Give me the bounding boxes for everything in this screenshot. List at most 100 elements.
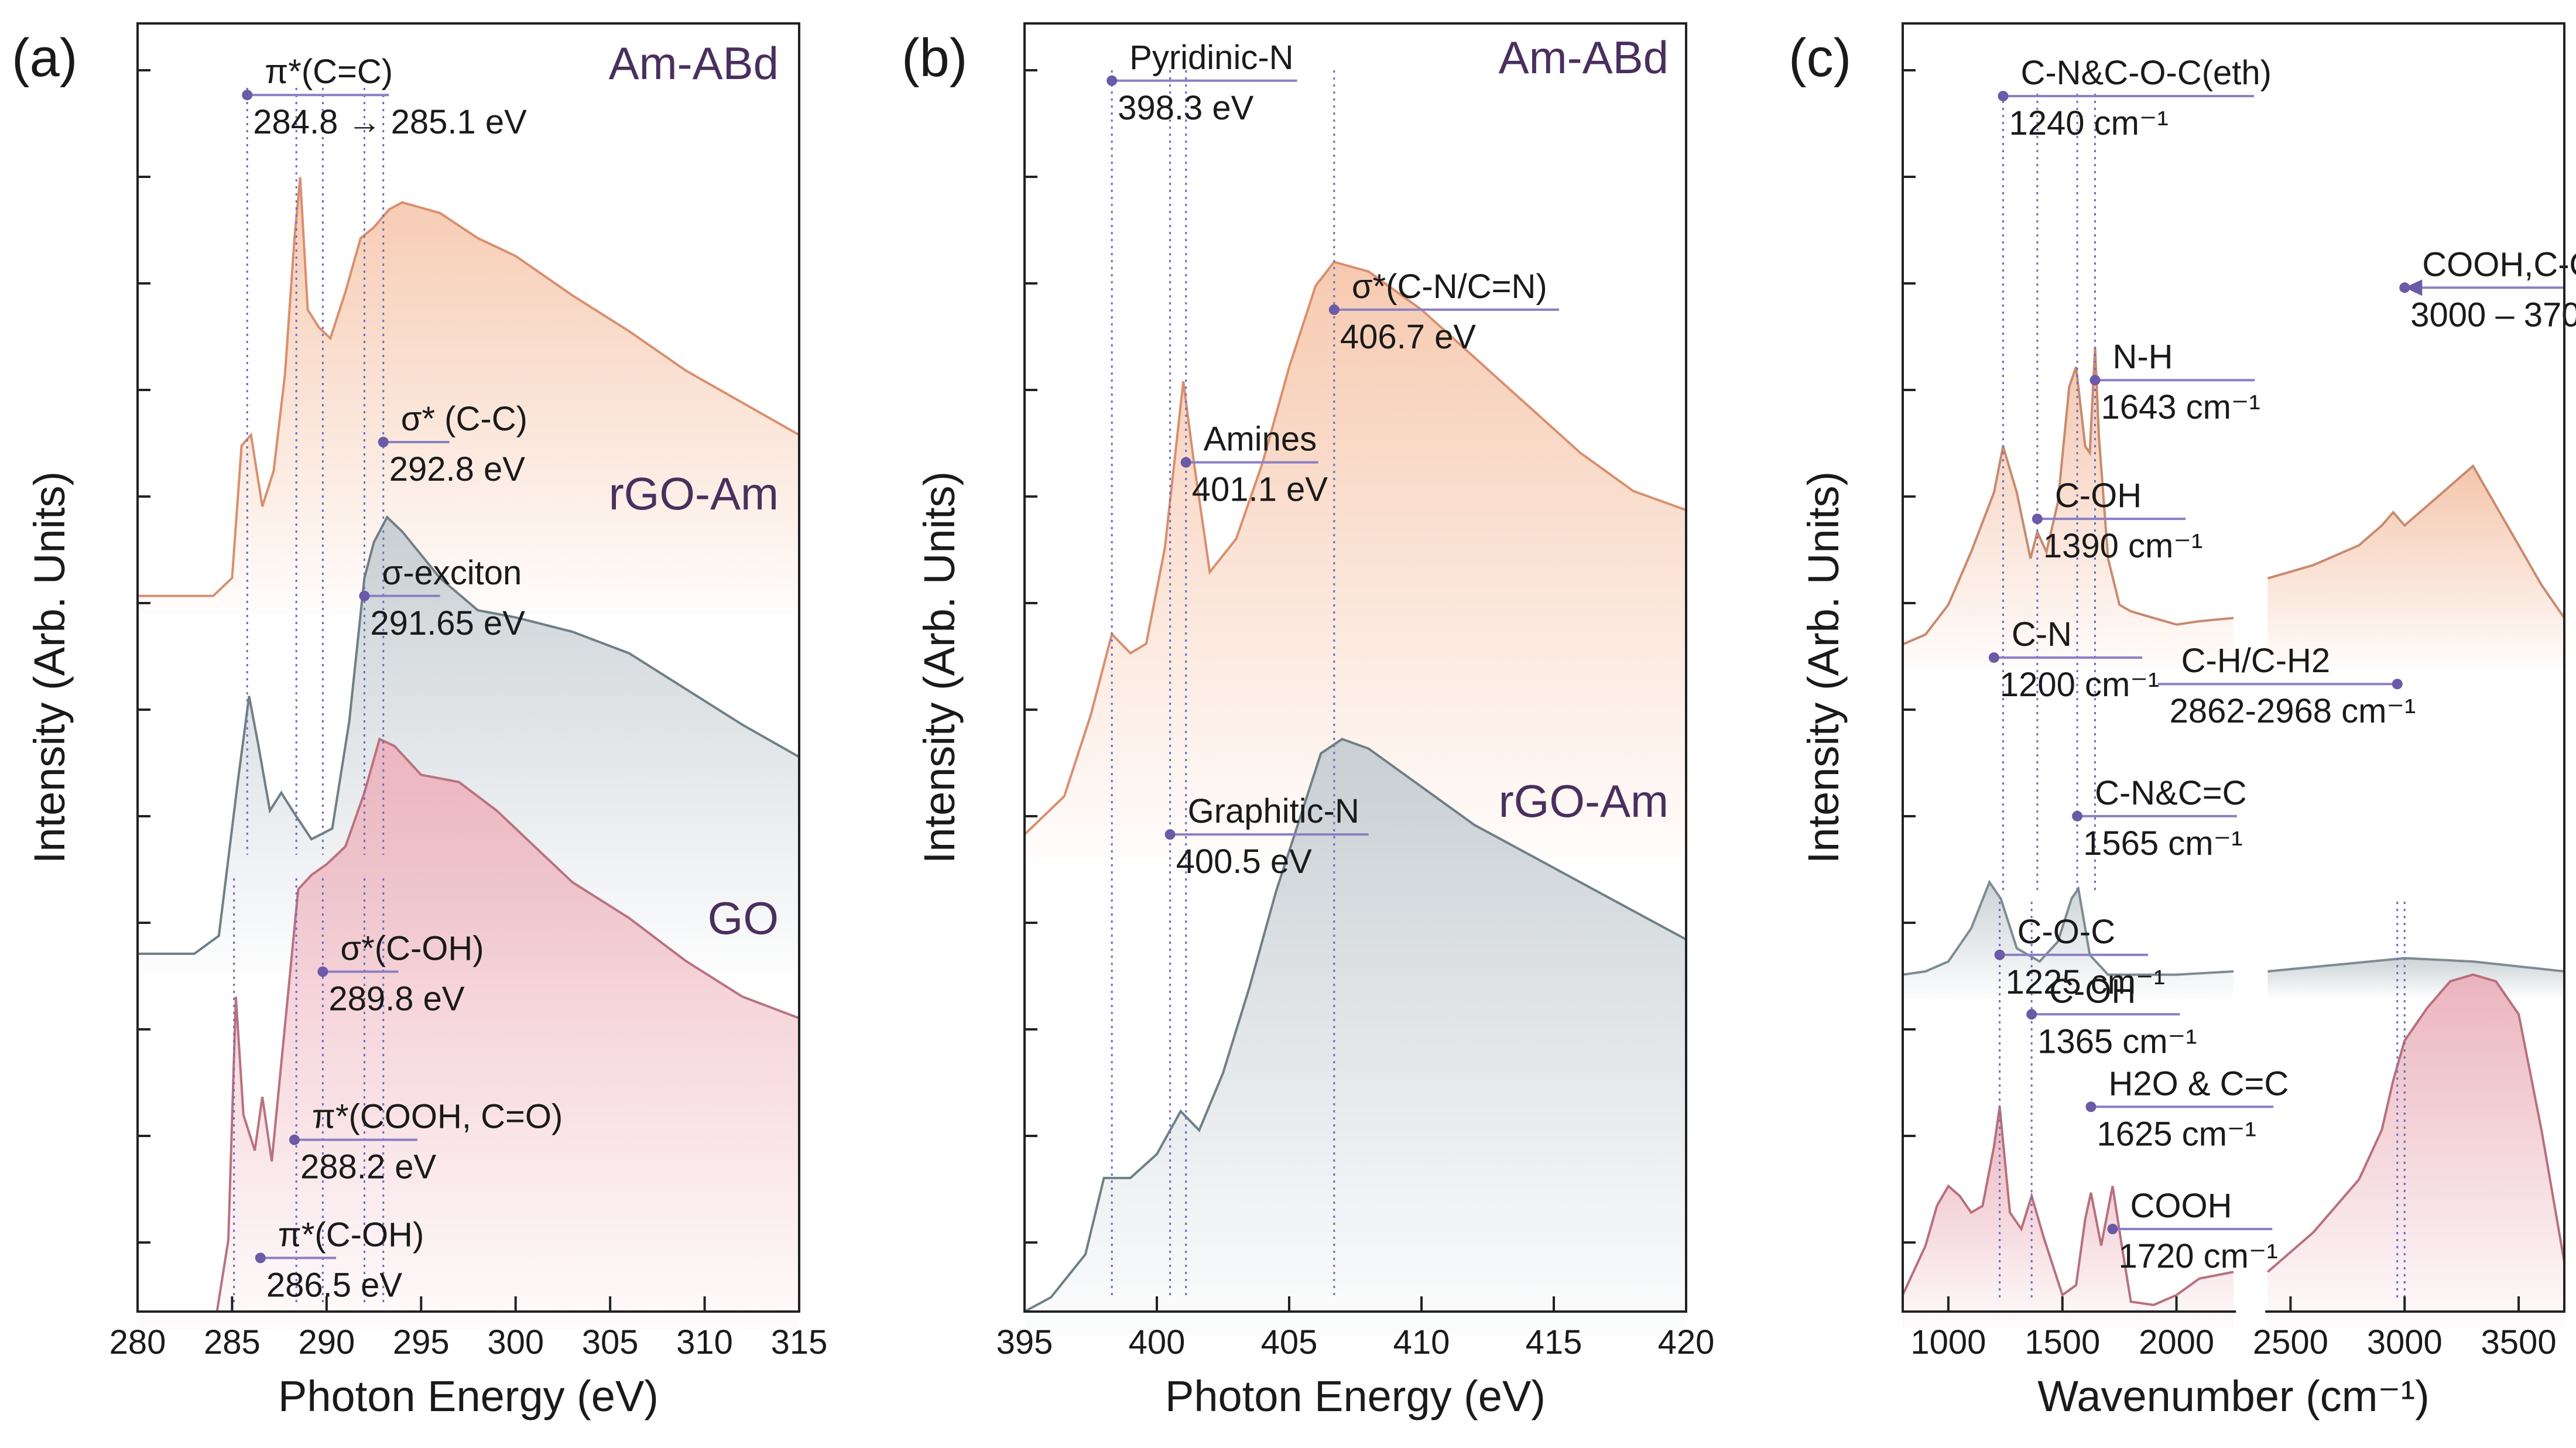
c-o-c-value: 1225 cm⁻¹	[2006, 963, 2165, 1001]
series-area-am-abd	[138, 177, 799, 614]
series-line-go	[1902, 1107, 2234, 1306]
x-tick-label: 405	[1261, 1323, 1318, 1361]
y-axis-title: Intensity (Arb. Units)	[25, 471, 74, 864]
x-axis-title: Photon Energy (eV)	[1165, 1372, 1546, 1420]
panel-letter: (b)	[902, 28, 967, 88]
plot-frame	[136, 22, 800, 1313]
c-oh-am-value: 1390 cm⁻¹	[2043, 527, 2202, 565]
pi-star-cooh-value: 288.2 eV	[300, 1148, 437, 1186]
cn-cc-label: C-N&C=C	[2095, 774, 2246, 812]
pi-star-cc-value: 284.8 → 285.1 eV	[253, 103, 527, 141]
series-area-go	[1903, 1107, 2234, 1329]
x-tick-label: 1500	[2025, 1323, 2100, 1361]
c-n-dot	[1988, 652, 1999, 663]
series-line-go	[138, 737, 800, 1313]
cooh-value: 1720 cm⁻¹	[2118, 1237, 2277, 1275]
x-tick-label: 280	[109, 1323, 166, 1361]
cooh-label: COOH	[2130, 1187, 2232, 1225]
c-n-label: C-N	[2012, 615, 2072, 653]
x-tick-label: 285	[204, 1323, 261, 1361]
pi-star-cooh-dot	[289, 1134, 300, 1145]
ch-ch2-label: C-H/C-H2	[2181, 642, 2331, 680]
h2o-cc-dot	[2085, 1101, 2097, 1112]
x-tick-label: 2500	[2253, 1323, 2328, 1361]
sample-label: GO	[708, 892, 779, 944]
x-tick-label: 290	[298, 1323, 355, 1361]
series-line-am-abd	[138, 177, 800, 597]
axis-break	[2236, 1308, 2266, 1315]
pyridinic-n-value: 398.3 eV	[1118, 89, 1254, 127]
series-line-rgo-am	[138, 515, 800, 955]
pi-star-cc-dot	[242, 90, 253, 101]
sigma-star-cc-label: σ* (C-C)	[401, 400, 527, 438]
graphitic-n-dot	[1164, 829, 1176, 840]
sample-label: Am-ABd	[1499, 32, 1669, 83]
c-o-c-label: C-O-C	[2017, 913, 2116, 951]
panel-c: (c) C-N&C-O-C(eth) 1240 cm⁻¹ COOH,C-OH, H2O…	[1789, 22, 2576, 1420]
sample-label: Am-ABd	[609, 37, 779, 89]
panel-letter: (c)	[1789, 28, 1851, 88]
sample-label: rGO-Am	[609, 468, 779, 519]
x-tick-label: 415	[1526, 1323, 1582, 1361]
c-n-value: 1200 cm⁻¹	[2000, 666, 2159, 704]
x-tick-label: 400	[1129, 1323, 1186, 1361]
c-oh-go-dot	[2026, 1009, 2037, 1020]
sigma-exciton-label: σ-exciton	[382, 554, 522, 592]
c-oh-am-dot	[2032, 514, 2043, 525]
series-area-go	[138, 739, 799, 1330]
sigma-star-coh-dot	[317, 966, 328, 977]
x-tick-label: 395	[996, 1323, 1053, 1361]
cn-coc-eth-label: C-N&C-O-C(eth)	[2020, 54, 2272, 92]
cn-cc-dot	[2072, 810, 2083, 821]
series-area-rgo-am	[138, 517, 799, 972]
sigma-star-cn-dot	[1328, 304, 1340, 315]
series-line-rgo-am	[1902, 879, 2234, 976]
pi-star-coh-dot	[255, 1252, 266, 1264]
c-o-c-dot	[1994, 949, 2005, 960]
sigma-exciton-dot	[359, 590, 370, 601]
y-axis-title: Intensity (Arb. Units)	[1799, 471, 1848, 864]
cn-coc-eth-dot	[1998, 91, 2009, 102]
sigma-star-cn-label: σ*(C-N/C=N)	[1352, 268, 1547, 306]
series-area-am-abd	[1903, 347, 2234, 667]
y-axis-title: Intensity (Arb. Units)	[915, 471, 964, 864]
c-oh-am-label: C-OH	[2055, 477, 2142, 515]
cn-cc-value: 1565 cm⁻¹	[2083, 824, 2242, 862]
x-tick-label: 295	[393, 1323, 450, 1361]
cooh-coh-h2o-label: COOH,C-OH, H2O	[2422, 245, 2576, 283]
series-area-go	[2267, 974, 2564, 1329]
sigma-star-coh-label: σ*(C-OH)	[340, 929, 484, 967]
n-h-value: 1643 cm⁻¹	[2101, 388, 2260, 426]
x-tick-label: 3000	[2367, 1323, 2443, 1361]
x-tick-label: 310	[676, 1323, 733, 1361]
plot-frame	[1902, 22, 2565, 1313]
cooh-dot	[2107, 1223, 2118, 1234]
cn-coc-eth-value: 1240 cm⁻¹	[2009, 104, 2168, 142]
series-area-rgo-am	[2267, 958, 2564, 998]
series-line-am-abd	[1023, 261, 1687, 836]
ch-ch2-value: 2862-2968 cm⁻¹	[2170, 692, 2416, 730]
x-tick-label: 300	[487, 1323, 544, 1361]
sigma-star-cc-value: 292.8 eV	[389, 450, 526, 488]
pi-star-coh-value: 286.5 eV	[266, 1266, 403, 1304]
series-area-am-abd	[2267, 465, 2564, 667]
cooh-coh-h2o-value: 3000 – 3700 cm⁻¹	[2410, 296, 2576, 334]
plot-frame	[1023, 22, 1687, 1313]
c-oh-go-value: 1365 cm⁻¹	[2037, 1022, 2197, 1060]
sample-label: rGO-Am	[1499, 775, 1669, 827]
series-line-rgo-am	[1024, 737, 1687, 1313]
x-axis-title: Wavenumber (cm⁻¹)	[2037, 1372, 2430, 1420]
x-tick-label: 3500	[2481, 1323, 2557, 1361]
pi-star-cc-label: π*(C=C)	[265, 53, 393, 91]
amines-dot	[1180, 457, 1191, 468]
sigma-star-coh-value: 289.8 eV	[328, 980, 465, 1018]
c-oh-go-label: C-OH	[2049, 972, 2136, 1010]
n-h-dot	[2089, 375, 2101, 386]
x-tick-label: 2000	[2139, 1323, 2214, 1361]
amines-value: 401.1 eV	[1192, 471, 1328, 509]
x-tick-label: 1000	[1910, 1323, 1986, 1361]
pi-star-coh-label: π*(C-OH)	[278, 1216, 424, 1254]
x-tick-label: 305	[582, 1323, 639, 1361]
amines-label: Amines	[1204, 420, 1317, 458]
